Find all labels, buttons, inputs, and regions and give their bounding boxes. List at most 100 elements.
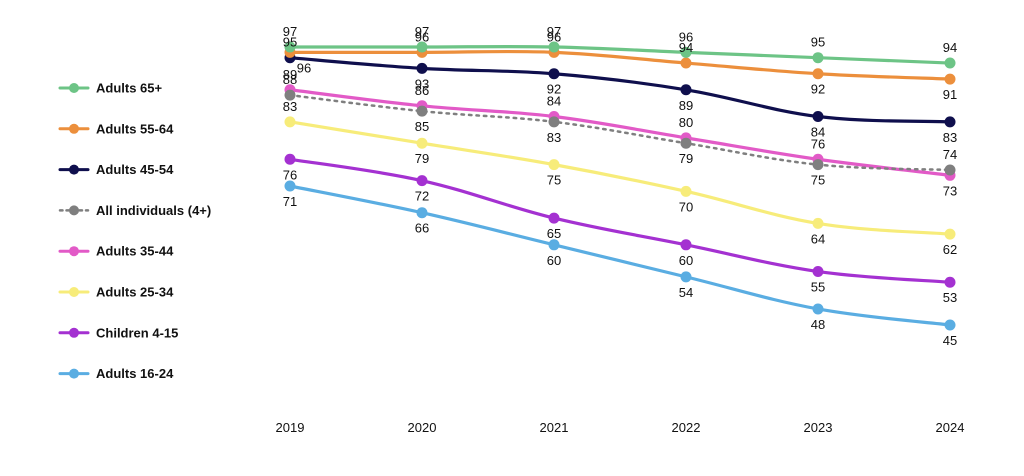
x-axis: 2019 2020 2021 2022 2023 2024	[276, 420, 965, 435]
data-label-children-4-15-2019: 76	[283, 167, 297, 182]
data-label-adults-55-64-2019: 96	[297, 60, 311, 75]
data-label-adults-65-2024: 94	[943, 40, 957, 55]
x-tick-label-2024: 2024	[936, 420, 965, 435]
legend-swatch-marker-adults-65	[69, 83, 79, 93]
series-line-adults-65	[288, 44, 952, 65]
data-label-children-4-15-2021: 65	[547, 226, 561, 241]
legend-label-adults-65: Adults 65+	[96, 81, 163, 96]
data-point-children-4-15-2022	[680, 239, 692, 251]
legend-item-adults-35-44: Adults 35-44	[58, 244, 174, 259]
data-point-adults-25-34-2022	[680, 185, 692, 197]
data-point-children-4-15-2019	[284, 153, 296, 165]
legend-item-all-individuals-4: All individuals (4+)	[58, 203, 211, 218]
legend-item-adults-45-54: Adults 45-54	[58, 162, 174, 177]
series-lines	[288, 44, 952, 327]
legend-swatch-marker-adults-45-54	[69, 164, 79, 175]
data-label-adults-16-24-2021: 60	[547, 253, 561, 268]
data-point-adults-16-24-2024	[944, 319, 956, 331]
data-point-adults-45-54-2021	[548, 68, 560, 80]
data-label-children-4-15-2022: 60	[679, 253, 693, 268]
data-point-adults-16-24-2021	[548, 239, 560, 251]
data-label-children-4-15-2024: 53	[943, 290, 957, 305]
data-label-adults-55-64-2022: 94	[679, 40, 693, 55]
data-label-adults-45-54-2023: 84	[811, 125, 825, 140]
data-label-all-individuals-4-2022: 79	[679, 151, 693, 166]
legend-swatch-marker-adults-16-24	[69, 368, 79, 379]
series-line-adults-35-44	[288, 88, 952, 177]
data-label-all-individuals-4-2019: 88	[283, 72, 297, 87]
data-label-adults-45-54-2024: 83	[943, 130, 957, 145]
series-line-all-individuals-4	[288, 93, 952, 172]
legend-label-children-4-15: Children 4-15	[96, 325, 178, 340]
data-label-all-individuals-4-2021: 83	[547, 130, 561, 145]
legend-item-adults-65: Adults 65+	[58, 81, 163, 96]
data-point-adults-55-64-2022	[680, 57, 692, 69]
legend-swatch-marker-all-individuals-4	[69, 205, 79, 216]
legend-label-adults-45-54: Adults 45-54	[96, 162, 174, 177]
data-label-adults-55-64-2024: 91	[943, 87, 957, 102]
data-point-all-individuals-4-2023	[812, 159, 824, 171]
legend-item-adults-16-24: Adults 16-24	[58, 366, 174, 381]
data-point-adults-16-24-2020	[416, 207, 428, 219]
x-tick-label-2022: 2022	[672, 420, 701, 435]
data-point-adults-45-54-2020	[416, 62, 428, 74]
legend-label-adults-35-44: Adults 35-44	[96, 244, 174, 259]
data-label-children-4-15-2020: 72	[415, 189, 429, 204]
series-line-adults-55-64	[288, 49, 952, 81]
data-label-adults-16-24-2022: 54	[679, 285, 693, 300]
data-point-children-4-15-2024	[944, 276, 956, 288]
data-label-adults-65-2019: 97	[283, 24, 297, 39]
series-line-adults-25-34	[288, 120, 952, 236]
data-point-adults-65-2023	[812, 52, 824, 64]
data-point-adults-25-34-2023	[812, 217, 824, 229]
data-labels: 71 66 60 54 48 45 76 72 65 60 55 53 83 79 75 70 64 62 89 86…	[283, 24, 957, 348]
data-label-children-4-15-2023: 55	[811, 280, 825, 295]
data-point-adults-55-64-2023	[812, 68, 824, 80]
x-tick-label-2019: 2019	[276, 420, 305, 435]
data-point-all-individuals-4-2019	[284, 89, 296, 101]
data-point-children-4-15-2020	[416, 175, 428, 187]
data-label-adults-55-64-2021: 96	[547, 29, 561, 44]
legend-label-all-individuals-4: All individuals (4+)	[96, 203, 211, 218]
series-points	[284, 41, 956, 331]
data-point-adults-45-54-2023	[812, 111, 824, 122]
data-point-adults-65-2022	[680, 46, 692, 58]
data-point-adults-16-24-2022	[680, 271, 692, 283]
legend-label-adults-16-24: Adults 16-24	[96, 366, 174, 381]
data-label-adults-35-44-2024: 73	[943, 183, 957, 198]
data-point-adults-45-54-2022	[680, 84, 692, 96]
legend-item-adults-55-64: Adults 55-64	[58, 121, 174, 136]
data-label-adults-35-44-2022: 80	[679, 115, 693, 130]
data-point-adults-25-34-2021	[548, 159, 560, 171]
data-label-adults-25-34-2023: 64	[811, 231, 825, 246]
data-label-adults-16-24-2023: 48	[811, 317, 825, 332]
data-point-adults-55-64-2024	[944, 73, 956, 85]
series-line-adults-45-54	[288, 56, 952, 124]
data-label-all-individuals-4-2024: 74	[943, 147, 957, 162]
legend-label-adults-25-34: Adults 25-34	[96, 285, 174, 300]
data-label-adults-35-44-2021: 84	[547, 94, 561, 109]
data-label-adults-55-64-2023: 92	[811, 82, 825, 97]
data-point-adults-65-2024	[944, 57, 956, 69]
data-label-adults-45-54-2019: 95	[283, 35, 297, 50]
data-point-all-individuals-4-2021	[548, 116, 560, 128]
data-label-adults-25-34-2020: 79	[415, 151, 429, 166]
data-point-adults-65-2019	[284, 41, 296, 53]
data-label-all-individuals-4-2023: 75	[811, 173, 825, 188]
data-point-adults-16-24-2023	[812, 303, 824, 315]
data-point-adults-25-34-2020	[416, 137, 428, 149]
data-point-adults-65-2020	[416, 41, 428, 53]
data-point-adults-25-34-2019	[284, 116, 296, 128]
legend-item-children-4-15: Children 4-15	[58, 325, 178, 340]
legend-swatch-marker-adults-35-44	[69, 246, 79, 257]
data-point-all-individuals-4-2022	[680, 137, 692, 149]
data-label-adults-35-44-2019: 89	[283, 67, 297, 82]
data-point-all-individuals-4-2020	[416, 105, 428, 117]
legend: Adults 65+ Adults 55-64 Adults 45-54 All in…	[58, 81, 211, 381]
x-tick-label-2021: 2021	[540, 420, 569, 435]
data-label-adults-16-24-2020: 66	[415, 221, 429, 236]
data-label-adults-16-24-2019: 71	[283, 194, 297, 209]
legend-swatch-marker-adults-55-64	[69, 123, 79, 134]
